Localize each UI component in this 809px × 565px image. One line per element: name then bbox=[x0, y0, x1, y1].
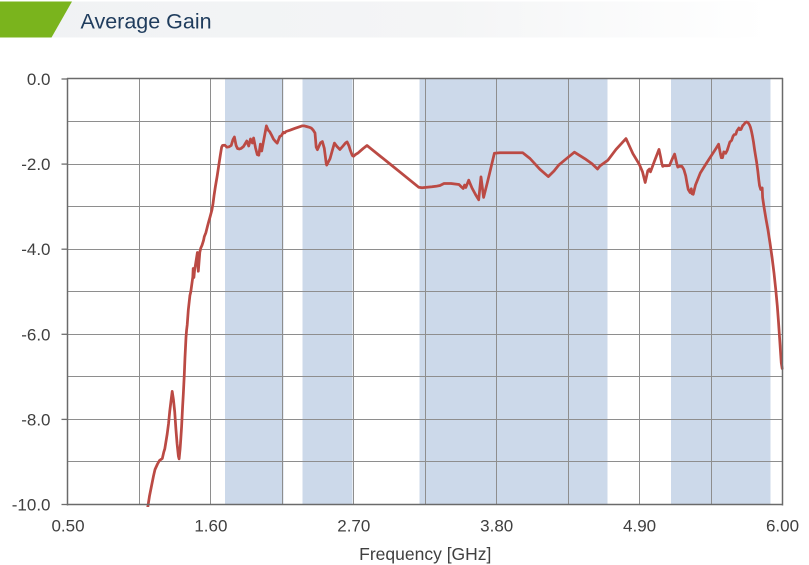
svg-text:Average Gain: Average Gain bbox=[81, 10, 212, 34]
svg-text:-8.0: -8.0 bbox=[21, 410, 50, 429]
svg-text:-10.0: -10.0 bbox=[12, 496, 51, 515]
svg-text:0.50: 0.50 bbox=[51, 517, 84, 536]
svg-text:-2.0: -2.0 bbox=[21, 155, 50, 174]
svg-text:6.00: 6.00 bbox=[766, 517, 799, 536]
svg-text:4.90: 4.90 bbox=[623, 517, 656, 536]
svg-text:3.80: 3.80 bbox=[480, 517, 513, 536]
svg-text:1.60: 1.60 bbox=[194, 517, 227, 536]
svg-text:Frequency [GHz]: Frequency [GHz] bbox=[359, 544, 491, 564]
svg-text:-6.0: -6.0 bbox=[21, 325, 50, 344]
svg-text:-4.0: -4.0 bbox=[21, 240, 50, 259]
svg-text:0.0: 0.0 bbox=[27, 70, 51, 89]
svg-text:2.70: 2.70 bbox=[337, 517, 370, 536]
